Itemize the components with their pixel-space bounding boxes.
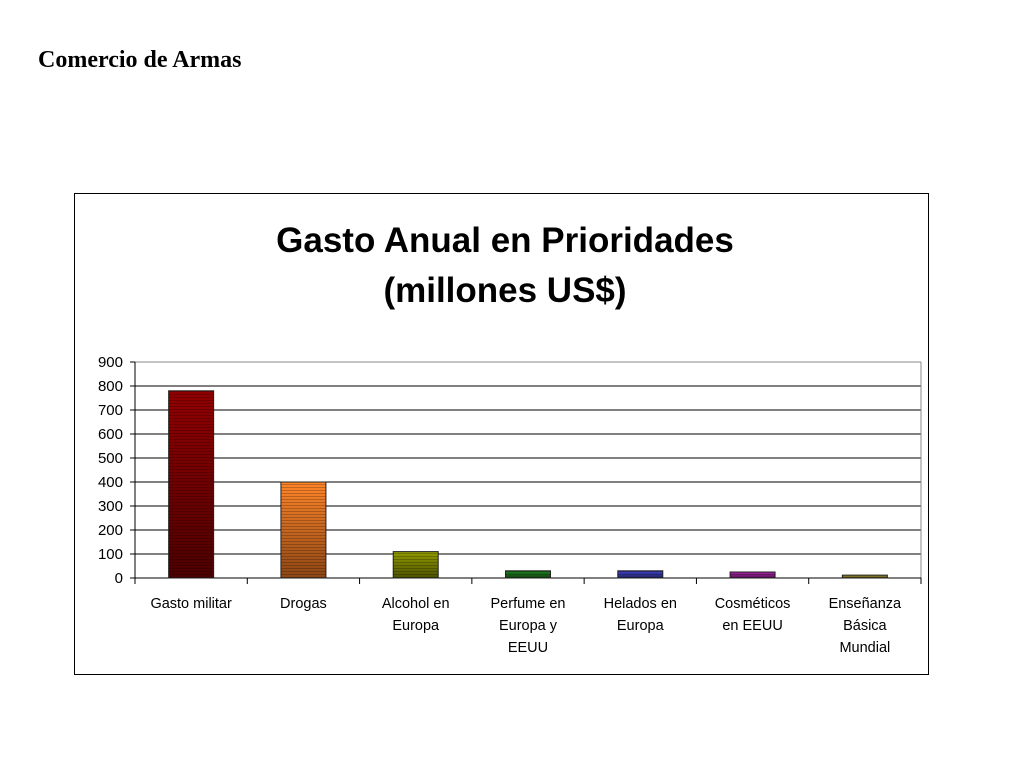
bar-texture bbox=[842, 575, 888, 578]
chart-frame: Gasto Anual en Prioridades (millones US$)… bbox=[74, 193, 929, 675]
y-tick-label: 500 bbox=[98, 450, 123, 467]
bar-texture bbox=[393, 551, 439, 578]
x-category-label: Helados en bbox=[604, 596, 677, 612]
bar-texture bbox=[505, 570, 551, 578]
y-tick-label: 300 bbox=[98, 498, 123, 515]
x-category-label: Mundial bbox=[839, 640, 890, 656]
x-category-label: EEUU bbox=[508, 640, 548, 656]
x-category-label: Europa bbox=[617, 618, 665, 634]
y-tick-label: 600 bbox=[98, 426, 123, 443]
x-category-label: Cosméticos bbox=[715, 596, 791, 612]
y-tick-label: 0 bbox=[115, 570, 123, 587]
x-category-label: Alcohol en bbox=[382, 596, 450, 612]
x-category-label: Europa bbox=[392, 618, 440, 634]
bar-chart: Gasto Anual en Prioridades (millones US$)… bbox=[98, 221, 922, 656]
y-tick-label: 800 bbox=[98, 378, 123, 395]
x-category-label: Básica bbox=[843, 618, 887, 634]
chart-title-line: (millones US$) bbox=[383, 271, 626, 310]
x-category-label: Gasto militar bbox=[150, 596, 232, 612]
bar-texture bbox=[280, 482, 326, 578]
bar-texture bbox=[617, 570, 663, 578]
y-tick-label: 200 bbox=[98, 522, 123, 539]
bar-texture bbox=[168, 390, 214, 578]
page-title: Comercio de Armas bbox=[38, 47, 242, 73]
bar-texture bbox=[730, 572, 776, 578]
y-tick-label: 100 bbox=[98, 546, 123, 563]
y-tick-label: 700 bbox=[98, 402, 123, 419]
x-category-label: Perfume en bbox=[491, 596, 566, 612]
x-category-label: Drogas bbox=[280, 596, 327, 612]
x-category-label: Europa y bbox=[499, 618, 558, 634]
y-tick-label: 900 bbox=[98, 354, 123, 371]
chart-title-line: Gasto Anual en Prioridades bbox=[276, 221, 734, 260]
y-tick-label: 400 bbox=[98, 474, 123, 491]
x-category-label: en EEUU bbox=[722, 618, 782, 634]
x-category-label: Enseñanza bbox=[829, 596, 902, 612]
